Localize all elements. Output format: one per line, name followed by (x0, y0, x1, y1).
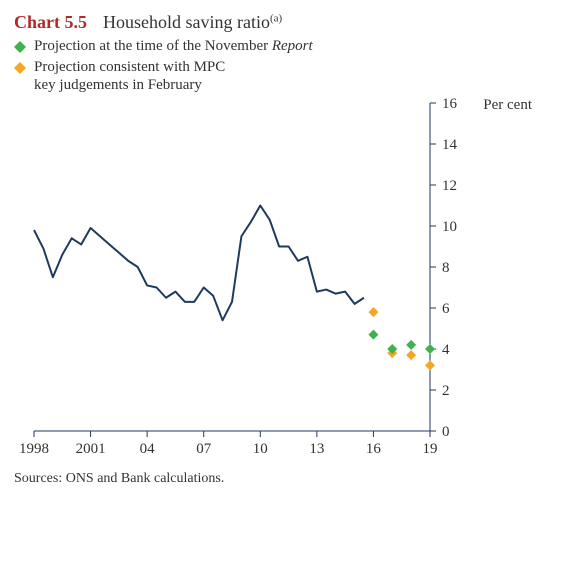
y-tick-label: 2 (442, 383, 450, 399)
y-tick-label: 6 (442, 301, 450, 317)
chart-title-sep (91, 15, 99, 32)
feb-projection-point (406, 350, 416, 360)
y-tick-label: 10 (442, 219, 457, 235)
historical-line (34, 206, 364, 321)
legend: Projection at the time of the November R… (14, 37, 550, 94)
y-tick-label: 4 (442, 342, 450, 358)
diamond-icon (14, 41, 26, 53)
chart-header: Chart 5.5 Household saving ratio(a) (14, 12, 550, 33)
legend-item: Projection at the time of the November R… (14, 37, 550, 55)
x-tick-label: 07 (196, 441, 212, 457)
legend-item: Projection consistent with MPCkey judgem… (14, 58, 550, 94)
legend-label: Projection at the time of the November R… (34, 37, 313, 55)
x-tick-label: 19 (423, 441, 438, 457)
x-tick-label: 10 (253, 441, 268, 457)
feb-projection-point (368, 307, 378, 317)
legend-label: Projection consistent with MPCkey judgem… (34, 58, 225, 94)
chart-svg: 0 2 4 6 8 10 12 14 16 1998 2001 04 07 10 13 16 19 (14, 97, 484, 457)
x-tick-label: 1998 (19, 441, 49, 457)
diamond-icon (14, 62, 26, 74)
nov-projection-point (425, 344, 435, 354)
x-tick-label: 16 (366, 441, 382, 457)
y-axis-label: Per cent (483, 97, 532, 114)
y-tick-label: 12 (442, 178, 457, 194)
sources-line: Sources: ONS and Bank calculations. (14, 471, 550, 487)
chart-title-sup: (a) (270, 13, 282, 25)
y-tick-label: 16 (442, 97, 458, 112)
chart-title: Household saving ratio (103, 12, 270, 32)
feb-projection-point (425, 360, 435, 370)
y-tick-label: 14 (442, 137, 458, 153)
x-tick-label: 13 (309, 441, 324, 457)
nov-projection-point (406, 340, 416, 350)
chart-number: Chart 5.5 (14, 12, 87, 32)
x-tick-label: 2001 (76, 441, 106, 457)
y-tick-label: 8 (442, 260, 450, 276)
nov-projection-point (368, 330, 378, 340)
x-tick-label: 04 (140, 441, 156, 457)
y-tick-label: 0 (442, 424, 450, 440)
chart-area: Per cent 0 2 4 6 8 10 12 14 16 1998 2001 04 07 10 13 16… (14, 97, 550, 457)
